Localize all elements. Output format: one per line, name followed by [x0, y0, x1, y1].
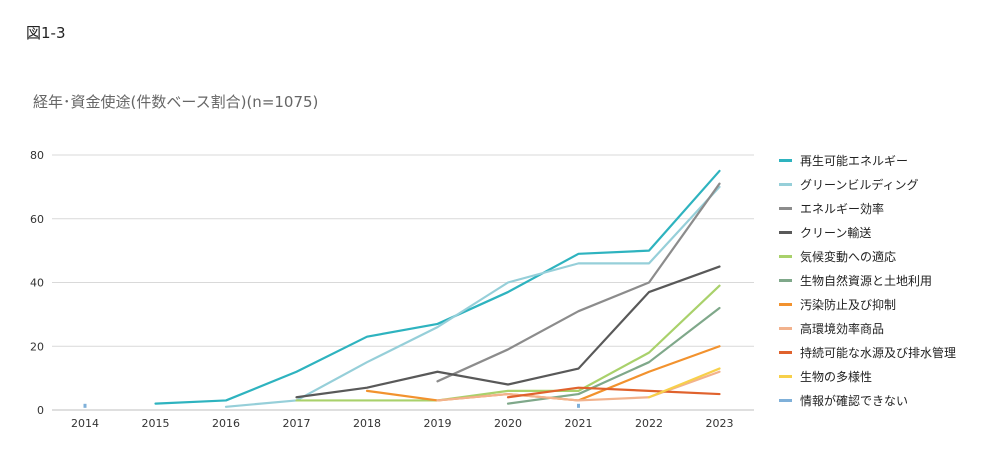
legend-item: 汚染防止及び抑制 [779, 292, 956, 316]
y-tick-label: 60 [30, 213, 44, 226]
legend-label: 持続可能な水源及び排水管理 [800, 345, 957, 360]
figure-label: 図1-3 [26, 24, 66, 42]
y-tick-label: 40 [30, 277, 44, 290]
series-line [436, 182, 721, 383]
legend-item: エネルギー効率 [779, 196, 956, 220]
series-line [295, 265, 721, 399]
legend-item: クリーン輸送 [779, 220, 956, 244]
legend-label: グリーンビルディング [800, 177, 919, 192]
grid-lines [52, 154, 754, 411]
legend-swatch [779, 182, 792, 186]
legend-label: 再生可能エネルギー [800, 153, 909, 168]
legend-label: 気候変動への適応 [800, 249, 897, 264]
series-line [224, 185, 721, 408]
series-line [83, 403, 580, 408]
legend-swatch [779, 230, 792, 234]
y-tick-label: 80 [30, 149, 44, 162]
series-path [295, 284, 721, 402]
data-point [83, 403, 87, 408]
x-tick-label: 2022 [635, 417, 663, 430]
x-tick-label: 2018 [353, 417, 381, 430]
legend-item: 生物自然資源と土地利用 [779, 268, 956, 292]
x-tick-label: 2023 [706, 417, 734, 430]
legend-item: 再生可能エネルギー [779, 148, 956, 172]
legend-swatch [779, 278, 792, 282]
series-line [154, 169, 721, 405]
x-tick-label: 2021 [565, 417, 593, 430]
series-line [506, 306, 721, 405]
legend-label: 高環境効率商品 [800, 321, 885, 336]
legend-item: 高環境効率商品 [779, 316, 956, 340]
y-tick-label: 20 [30, 340, 44, 353]
legend-item: 情報が確認できない [779, 388, 956, 412]
legend-swatch [779, 254, 792, 258]
legend-label: 汚染防止及び抑制 [800, 297, 897, 312]
legend-swatch [779, 302, 792, 306]
series-path [224, 185, 721, 408]
legend-label: 生物自然資源と土地利用 [800, 273, 933, 288]
series-path [506, 386, 721, 399]
legend-swatch [779, 350, 792, 354]
chart-title: 経年･資金使途(件数ベース割合)(n=1075) [33, 93, 319, 111]
legend-swatch [779, 158, 792, 162]
legend-item: 気候変動への適応 [779, 244, 956, 268]
legend-item: 持続可能な水源及び排水管理 [779, 340, 956, 364]
y-tick-label: 0 [37, 404, 44, 417]
legend-label: エネルギー効率 [800, 201, 885, 216]
series-path [154, 169, 721, 405]
series-path [436, 182, 721, 383]
x-tick-label: 2017 [283, 417, 311, 430]
series-path [295, 265, 721, 399]
series-path [647, 367, 721, 399]
data-point [577, 403, 580, 408]
x-tick-label: 2015 [142, 417, 170, 430]
legend-item: グリーンビルディング [779, 172, 956, 196]
x-tick-label: 2019 [424, 417, 452, 430]
legend-swatch [779, 326, 792, 330]
legend-item: 生物の多様性 [779, 364, 956, 388]
series-path [506, 306, 721, 405]
legend-swatch [779, 206, 792, 210]
axis-labels: 0 20 40 60 80 2014 2015 2016 2017 2018 2019 2020 202… [30, 149, 734, 430]
legend-label: 生物の多様性 [800, 369, 873, 384]
legend-label: 情報が確認できない [800, 393, 909, 408]
series-line [647, 367, 721, 399]
legend-label: クリーン輸送 [800, 225, 872, 240]
legend: 再生可能エネルギー グリーンビルディング エネルギー効率 クリーン輸送気候変動への適応… [779, 148, 956, 412]
series-line [506, 386, 721, 399]
series-lines [83, 169, 721, 408]
x-tick-label: 2014 [71, 417, 99, 430]
series-line [295, 284, 721, 402]
x-tick-label: 2016 [212, 417, 240, 430]
x-tick-label: 2020 [494, 417, 522, 430]
legend-swatch [779, 398, 792, 402]
legend-swatch [779, 374, 792, 378]
